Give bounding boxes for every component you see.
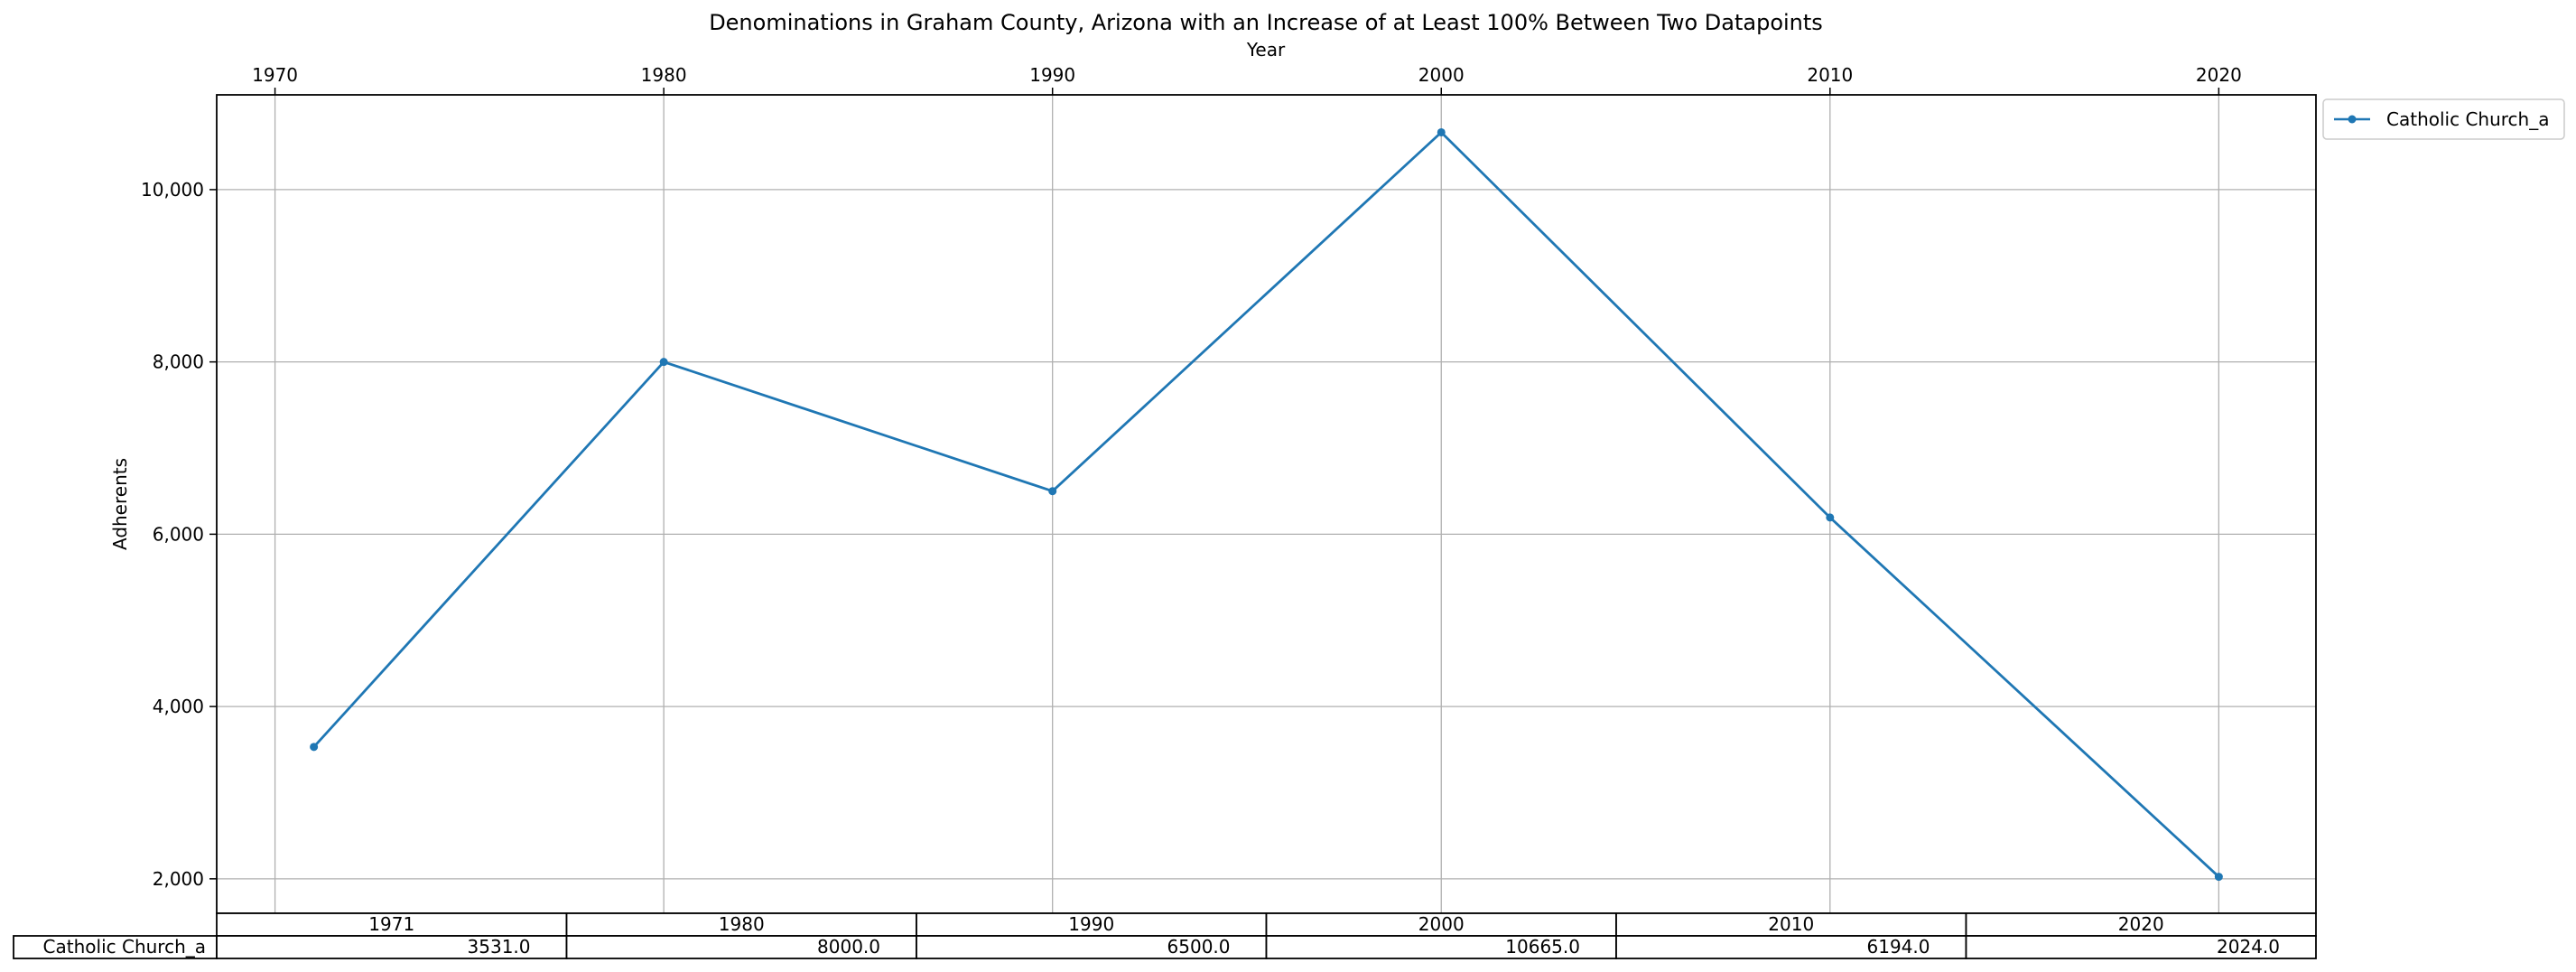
table-header-label: 2000 [1418,913,1465,935]
table-cell-value: 6194.0 [1867,936,1930,958]
series-layer [310,127,2223,882]
legend-box [2322,98,2565,140]
x-axis-label: Year [1246,39,1286,61]
table-header-label: 2010 [1768,913,1814,935]
data-point [1437,127,1446,136]
x-tick-label: 2020 [2196,64,2242,86]
table-header-cell [1965,912,2317,937]
y-tick-label: 4,000 [153,696,204,717]
x-tick-label: 1970 [252,64,298,86]
table-cell-value: 6500.0 [1167,936,1231,958]
series-line-catholic-church [312,131,2220,878]
y-tick-label: 2,000 [153,868,204,890]
table-header-label: 1980 [719,913,765,935]
data-table: 1971 1980 1990 2000 2010 2020 Catholic Church_… [13,912,2317,959]
data-point [310,743,319,752]
table-cell [1265,935,1617,959]
table-header-label: 2020 [2118,913,2164,935]
data-point [1048,487,1057,496]
table-cell-value: 10665.0 [1505,936,1580,958]
table-cell [216,935,568,959]
table-header-label: 1971 [368,913,414,935]
data-point [2214,873,2223,882]
table-row-label-cell [13,935,218,959]
y-tick-label: 8,000 [153,351,204,373]
y-axis-label: Adherents [109,458,131,550]
legend-marker-catholic-church [2348,115,2357,124]
table-cell-value: 3531.0 [468,936,531,958]
x-tick-label: 2000 [1418,64,1465,86]
data-point [659,358,668,367]
legend: Catholic Church_a [2322,98,2565,140]
x-tick-label: 2010 [1807,64,1853,86]
table-header-cell [1265,912,1617,937]
table-cell [1965,935,2317,959]
y-tick-label: 10,000 [141,179,204,201]
chart-title: Denominations in Graham County, Arizona … [709,10,1823,35]
table-cell-value: 8000.0 [817,936,880,958]
legend-label-catholic-church: Catholic Church_a [2386,108,2549,130]
axis-ticks: 1970 1980 1990 2000 2010 2020 2,000 4,000 6,000 8… [141,64,2242,890]
table-header-label: 1990 [1068,913,1114,935]
table-cell [916,935,1268,959]
grid [217,95,2316,913]
table-cell-value: 2024.0 [2217,936,2280,958]
y-tick-label: 6,000 [153,523,204,545]
data-point [1826,513,1835,522]
x-tick-label: 1980 [641,64,687,86]
table-header-cell [565,912,917,937]
table-row-label: Catholic Church_a [43,936,206,958]
x-tick-label: 1990 [1029,64,1075,86]
plot-area-frame [216,94,2317,914]
